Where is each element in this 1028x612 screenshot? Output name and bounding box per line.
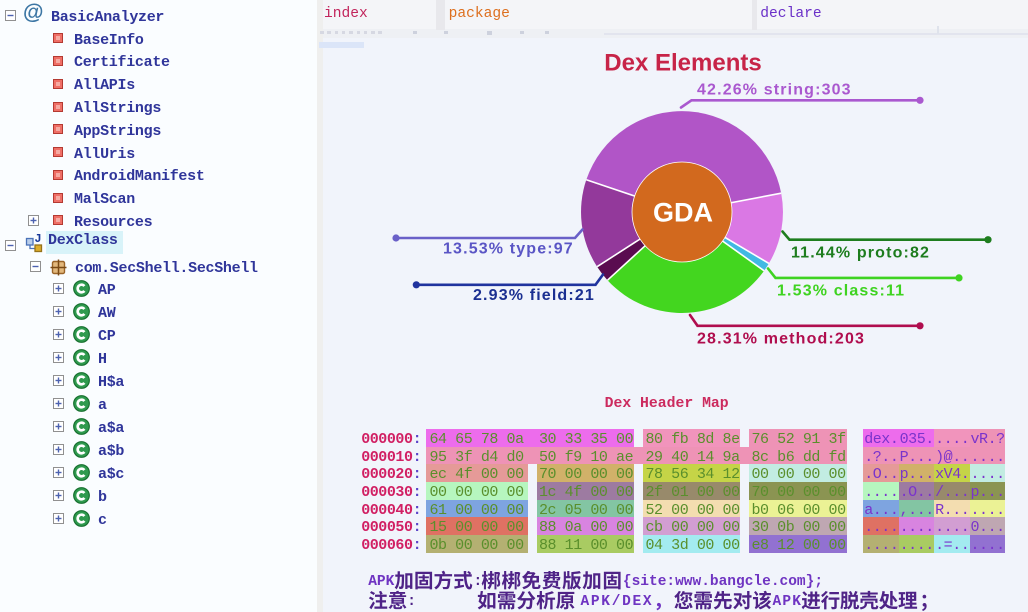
svg-text:13.53% type:97: 13.53% type:97 bbox=[443, 241, 574, 258]
svg-text:1.53% class:11: 1.53% class:11 bbox=[777, 283, 905, 300]
svg-text:GDA: GDA bbox=[653, 198, 713, 228]
svg-text:2.93% field:21: 2.93% field:21 bbox=[473, 287, 595, 304]
svg-text:42.26% string:303: 42.26% string:303 bbox=[697, 82, 852, 99]
svg-text:J: J bbox=[34, 232, 41, 246]
svg-text:Dex Elements: Dex Elements bbox=[604, 50, 761, 77]
svg-text:28.31% method:203: 28.31% method:203 bbox=[697, 331, 865, 348]
svg-text:11.44% proto:82: 11.44% proto:82 bbox=[791, 245, 930, 262]
